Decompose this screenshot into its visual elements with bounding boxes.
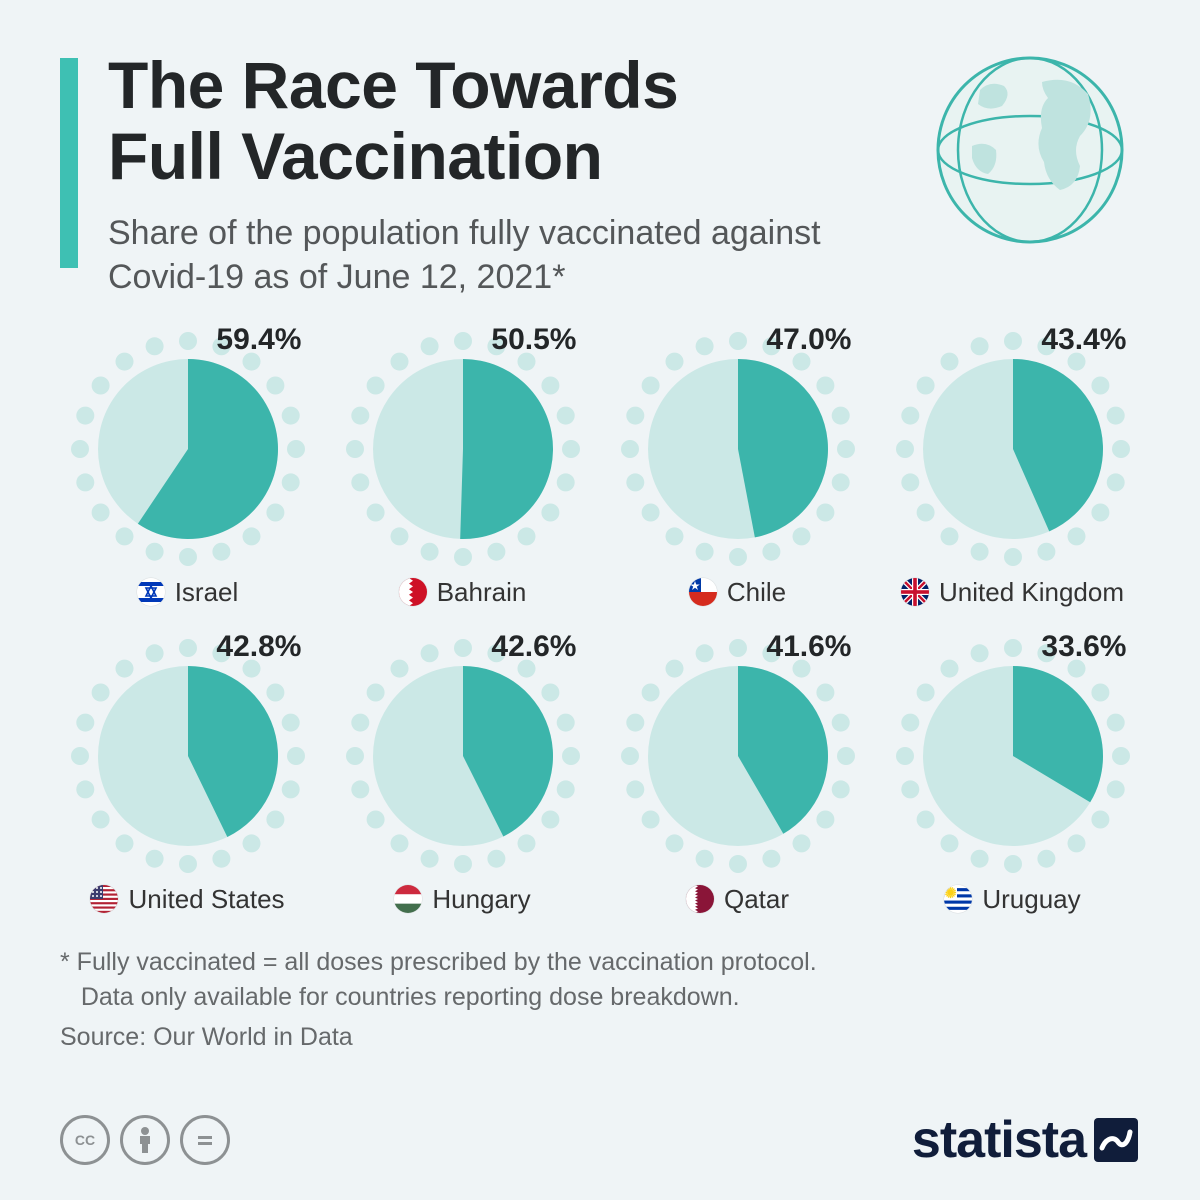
country-label-row: Chile: [689, 577, 786, 608]
country-label-row: United Kingdom: [901, 577, 1124, 608]
flag-icon: [944, 885, 972, 913]
country-label-row: United States: [90, 884, 284, 915]
pie-chart: 33.6%: [893, 636, 1133, 876]
pie-chart: 41.6%: [618, 636, 858, 876]
pie-chart-cell: 42.6% Hungary: [335, 636, 590, 915]
svg-text:CC: CC: [75, 1132, 95, 1148]
pie-chart-cell: 50.5% Bahrain: [335, 329, 590, 608]
footnote-line-1: * Fully vaccinated = all doses prescribe…: [60, 948, 817, 976]
flag-icon: [686, 885, 714, 913]
country-name: Hungary: [432, 884, 530, 915]
value-label: 41.6%: [766, 630, 851, 664]
country-name: United Kingdom: [939, 577, 1124, 608]
value-label: 33.6%: [1041, 630, 1126, 664]
value-label: 47.0%: [766, 323, 851, 357]
country-label-row: Bahrain: [399, 577, 527, 608]
country-name: Uruguay: [982, 884, 1080, 915]
brand-mark-icon: [1092, 1116, 1140, 1164]
brand-text: statista: [912, 1110, 1086, 1170]
pie-chart: 59.4%: [68, 329, 308, 569]
pie-chart: 42.6%: [343, 636, 583, 876]
globe-icon: [930, 50, 1140, 255]
country-label-row: Israel: [137, 577, 239, 608]
pie-chart-cell: 41.6% Qatar: [610, 636, 865, 915]
flag-icon: [399, 578, 427, 606]
charts-grid: 59.4% Israel 50.5% Bahrain 47.0%: [60, 329, 1140, 915]
country-label-row: Hungary: [394, 884, 530, 915]
country-label-row: Uruguay: [944, 884, 1080, 915]
cc-license-icons: CC: [60, 1115, 230, 1165]
brand-logo: statista: [912, 1110, 1140, 1170]
value-label: 42.6%: [491, 630, 576, 664]
country-name: Israel: [175, 577, 239, 608]
page-subtitle: Share of the population fully vaccinated…: [108, 211, 900, 299]
flag-icon: [689, 578, 717, 606]
page-title: The Race Towards Full Vaccination: [108, 50, 900, 193]
pie-chart-cell: 47.0% Chile: [610, 329, 865, 608]
pie-chart-cell: 43.4% United Kingdom: [885, 329, 1140, 608]
infographic-page: The Race Towards Full Vaccination Share …: [0, 0, 1200, 1200]
pie-chart-cell: 59.4% Israel: [60, 329, 315, 608]
header-row: The Race Towards Full Vaccination Share …: [60, 50, 1140, 299]
footer-row: CC statista: [60, 1090, 1140, 1170]
value-label: 59.4%: [216, 323, 301, 357]
pie-chart: 50.5%: [343, 329, 583, 569]
pie-chart: 43.4%: [893, 329, 1133, 569]
flag-icon: [137, 578, 165, 606]
pie-chart: 47.0%: [618, 329, 858, 569]
value-label: 50.5%: [491, 323, 576, 357]
pie-chart-cell: 33.6% Uruguay: [885, 636, 1140, 915]
country-name: United States: [128, 884, 284, 915]
pie-chart-cell: 42.8% United States: [60, 636, 315, 915]
flag-icon: [394, 885, 422, 913]
cc-icon: CC: [60, 1115, 110, 1165]
accent-bar: [60, 58, 78, 268]
footnote: * Fully vaccinated = all doses prescribe…: [60, 945, 1140, 1015]
cc-nd-icon: [180, 1115, 230, 1165]
cc-by-icon: [120, 1115, 170, 1165]
title-line-2: Full Vaccination: [108, 119, 602, 193]
value-label: 43.4%: [1041, 323, 1126, 357]
pie-chart: 42.8%: [68, 636, 308, 876]
flag-icon: [901, 578, 929, 606]
flag-icon: [90, 885, 118, 913]
country-name: Chile: [727, 577, 786, 608]
value-label: 42.8%: [216, 630, 301, 664]
country-label-row: Qatar: [686, 884, 789, 915]
country-name: Qatar: [724, 884, 789, 915]
source-label: Source: Our World in Data: [60, 1023, 1140, 1052]
footnote-line-2: Data only available for countries report…: [60, 983, 740, 1011]
title-block: The Race Towards Full Vaccination Share …: [108, 50, 900, 299]
country-name: Bahrain: [437, 577, 527, 608]
title-line-1: The Race Towards: [108, 48, 678, 122]
